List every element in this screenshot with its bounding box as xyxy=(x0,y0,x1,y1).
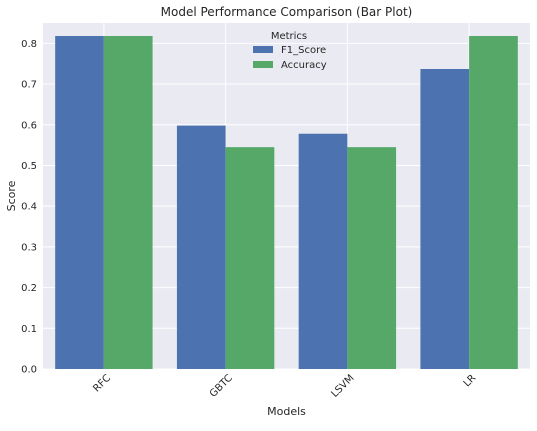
bar-accuracy-lr xyxy=(469,36,518,370)
x-tick-label: GBTC xyxy=(208,373,235,400)
bar-f1-score-lsvm xyxy=(298,133,348,369)
x-tick-label: RFC xyxy=(91,373,113,395)
y-tick-label: 0.4 xyxy=(21,202,37,213)
y-axis-ticks: 0.0 0.1 0.2 0.3 0.4 0.5 0.6 0.7 0.8 xyxy=(21,39,37,376)
bar-f1-score-lr xyxy=(420,68,470,369)
y-tick-label: 0.1 xyxy=(21,324,37,335)
y-tick-label: 0.0 xyxy=(21,365,37,376)
legend-entry-label: F1_Score xyxy=(281,45,326,56)
bars xyxy=(55,36,518,370)
y-tick-label: 0.7 xyxy=(21,80,37,91)
y-tick-label: 0.5 xyxy=(21,161,37,172)
legend-swatch xyxy=(253,61,273,68)
legend: Metrics F1_Score Accuracy xyxy=(253,31,327,71)
legend-entry-label: Accuracy xyxy=(281,60,327,71)
x-tick-label: LSVM xyxy=(329,373,356,400)
y-tick-label: 0.3 xyxy=(21,242,37,253)
bar-accuracy-gbtc xyxy=(225,147,275,369)
bar-accuracy-lsvm xyxy=(347,147,397,369)
y-tick-label: 0.2 xyxy=(21,283,37,294)
bar-f1-score-gbtc xyxy=(176,125,226,369)
chart-title: Model Performance Comparison (Bar Plot) xyxy=(161,5,413,19)
y-tick-label: 0.6 xyxy=(21,120,37,131)
bar-accuracy-rfc xyxy=(103,36,153,370)
x-axis-ticks: RFC GBTC LSVM LR xyxy=(91,373,478,400)
legend-title: Metrics xyxy=(271,31,307,42)
y-axis-label: Score xyxy=(5,180,18,211)
bar-f1-score-rfc xyxy=(55,36,104,370)
legend-swatch xyxy=(253,46,273,53)
x-axis-label: Models xyxy=(267,405,306,418)
x-tick-label: LR xyxy=(462,373,479,390)
y-tick-label: 0.8 xyxy=(21,39,37,50)
